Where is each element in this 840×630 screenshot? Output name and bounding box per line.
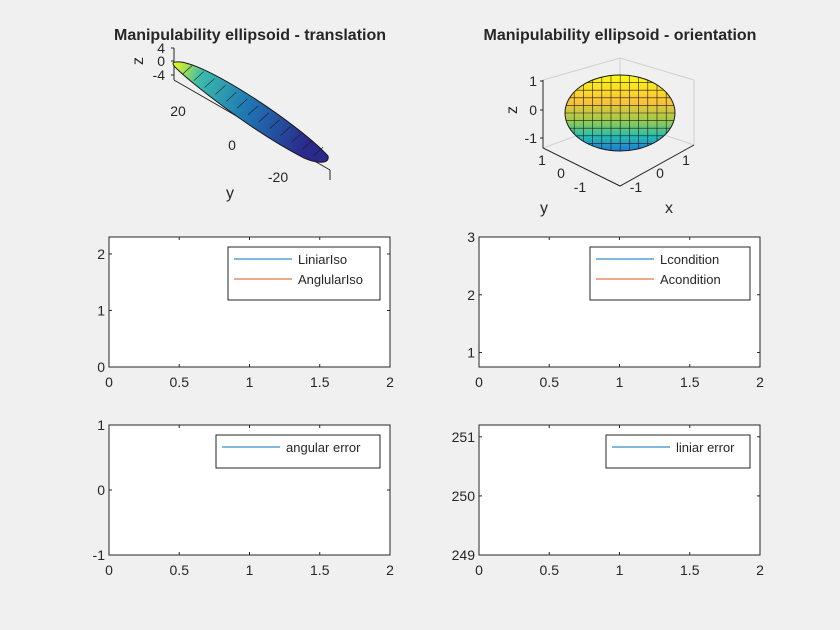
plot-orientation: Manipulability ellipsoid - orientation 1… — [484, 27, 757, 217]
legend-label: angular error — [286, 440, 361, 455]
x-tick-label: 1 — [682, 152, 690, 168]
z-axis-label: z — [130, 57, 147, 65]
y-tick-label: 3 — [467, 229, 475, 245]
plot-translation: Manipulability ellipsoid - translation 4… — [114, 27, 386, 202]
y-axis-label: y — [540, 200, 548, 217]
legend-label: LiniarIso — [298, 252, 347, 267]
x-tick-label: 0 — [656, 165, 664, 181]
mesh-line — [269, 119, 280, 129]
x-tick-label: 2 — [756, 562, 764, 578]
x-tick-label: 0.5 — [540, 562, 560, 578]
ellipsoid-surface — [564, 74, 676, 152]
legend-box — [605, 434, 751, 469]
x-tick-label: 0.5 — [540, 374, 560, 390]
mesh-line — [312, 146, 324, 157]
z-ticks: 4 0 -4 z — [130, 40, 174, 83]
mesh-line — [226, 92, 237, 102]
x-tick-label: 0.5 — [170, 562, 190, 578]
mesh-line — [291, 133, 302, 143]
y-tick-label: 0 — [228, 137, 236, 153]
y-tick-label: -1 — [574, 179, 587, 195]
x-tick-label: 0 — [475, 562, 483, 578]
z-tick-label: 0 — [157, 53, 165, 69]
x-tick-label: 2 — [386, 374, 394, 390]
y-tick-label: -1 — [93, 547, 106, 563]
y-tick-label: 2 — [97, 246, 105, 262]
y-tick-label: 250 — [452, 488, 476, 504]
mesh-line — [204, 78, 215, 88]
legend-label: Acondition — [660, 272, 721, 287]
legend[interactable]: liniar error — [605, 434, 751, 469]
x-tick-label: 0.5 — [170, 374, 190, 390]
x-tick-label: 1 — [616, 374, 624, 390]
z-tick-label: 4 — [157, 40, 165, 56]
mesh-line — [247, 105, 259, 116]
ellipsoid-mesh — [182, 64, 324, 157]
z-axis-label: z — [504, 106, 521, 114]
legend-box — [589, 246, 751, 301]
z-tick-label: -4 — [153, 67, 166, 83]
z-tick-label: 0 — [529, 102, 537, 118]
x-ticks: -1 0 1 x — [630, 152, 690, 217]
legend-box — [215, 434, 381, 469]
line-plot-2: 0 0.5 1 1.5 2 1 2 3 Lcondition Acondition — [467, 229, 764, 390]
mesh-line — [193, 71, 204, 81]
axis-lines — [542, 80, 695, 187]
x-tick-label: 1 — [616, 562, 624, 578]
x-tick-label: 1.5 — [680, 562, 700, 578]
x-tick-label: 1 — [246, 562, 254, 578]
ellipsoid-surface — [172, 61, 329, 163]
y-tick-label: -20 — [268, 169, 288, 185]
x-tick-label: -1 — [630, 179, 643, 195]
line-plot-1: 0 0.5 1 1.5 2 0 1 2 LiniarIso AnglularIso — [97, 236, 394, 390]
y-tick-label: 0 — [557, 165, 565, 181]
legend-label: Lcondition — [660, 252, 719, 267]
ellipsoid-mesh — [565, 75, 675, 151]
mesh-line — [182, 64, 194, 75]
mesh-line — [302, 140, 313, 150]
y-tick-label: 0 — [97, 482, 105, 498]
mesh-line — [215, 85, 226, 95]
x-axis-label: x — [665, 200, 673, 217]
x-tick-label: 1.5 — [310, 562, 330, 578]
y-tick-label: 1 — [467, 345, 475, 361]
x-tick-label: 0 — [475, 374, 483, 390]
legend[interactable]: angular error — [215, 434, 381, 469]
z-ticks: 1 0 -1 z — [504, 73, 543, 146]
y-ticks: 1 0 -1 y — [538, 152, 586, 217]
z-tick-label: 1 — [529, 73, 537, 89]
x-tick-label: 1 — [246, 374, 254, 390]
y-ticks: 20 0 -20 y — [170, 103, 288, 202]
legend[interactable]: LiniarIso AnglularIso — [227, 246, 381, 301]
y-tick-label: 0 — [97, 359, 105, 375]
y-tick-label: 2 — [467, 287, 475, 303]
chart-title: Manipulability ellipsoid - orientation — [484, 27, 757, 44]
line-plot-4: 0 0.5 1 1.5 2 251 250 249 liniar error — [452, 424, 764, 578]
legend-label: AnglularIso — [298, 272, 363, 287]
x-tick-label: 0 — [105, 562, 113, 578]
y-tick-label: 251 — [452, 429, 476, 445]
y-tick-label: 1 — [538, 152, 546, 168]
y-tick-label: 1 — [97, 417, 105, 433]
x-tick-label: 1.5 — [680, 374, 700, 390]
x-tick-label: 0 — [105, 374, 113, 390]
mesh-line — [258, 112, 270, 123]
x-tick-label: 1.5 — [310, 374, 330, 390]
z-tick-label: -1 — [525, 130, 538, 146]
y-axis-label: y — [226, 185, 234, 202]
mesh-line — [280, 126, 291, 136]
y-tick-label: 249 — [452, 547, 476, 563]
x-tick-label: 2 — [756, 374, 764, 390]
y-tick-label: 1 — [97, 302, 105, 318]
legend[interactable]: Lcondition Acondition — [589, 246, 751, 301]
mesh-line — [236, 98, 248, 109]
legend-label: liniar error — [676, 440, 735, 455]
legend-box — [227, 246, 381, 301]
x-tick-label: 2 — [386, 562, 394, 578]
y-tick-label: 20 — [170, 103, 186, 119]
chart-title: Manipulability ellipsoid - translation — [114, 27, 386, 44]
